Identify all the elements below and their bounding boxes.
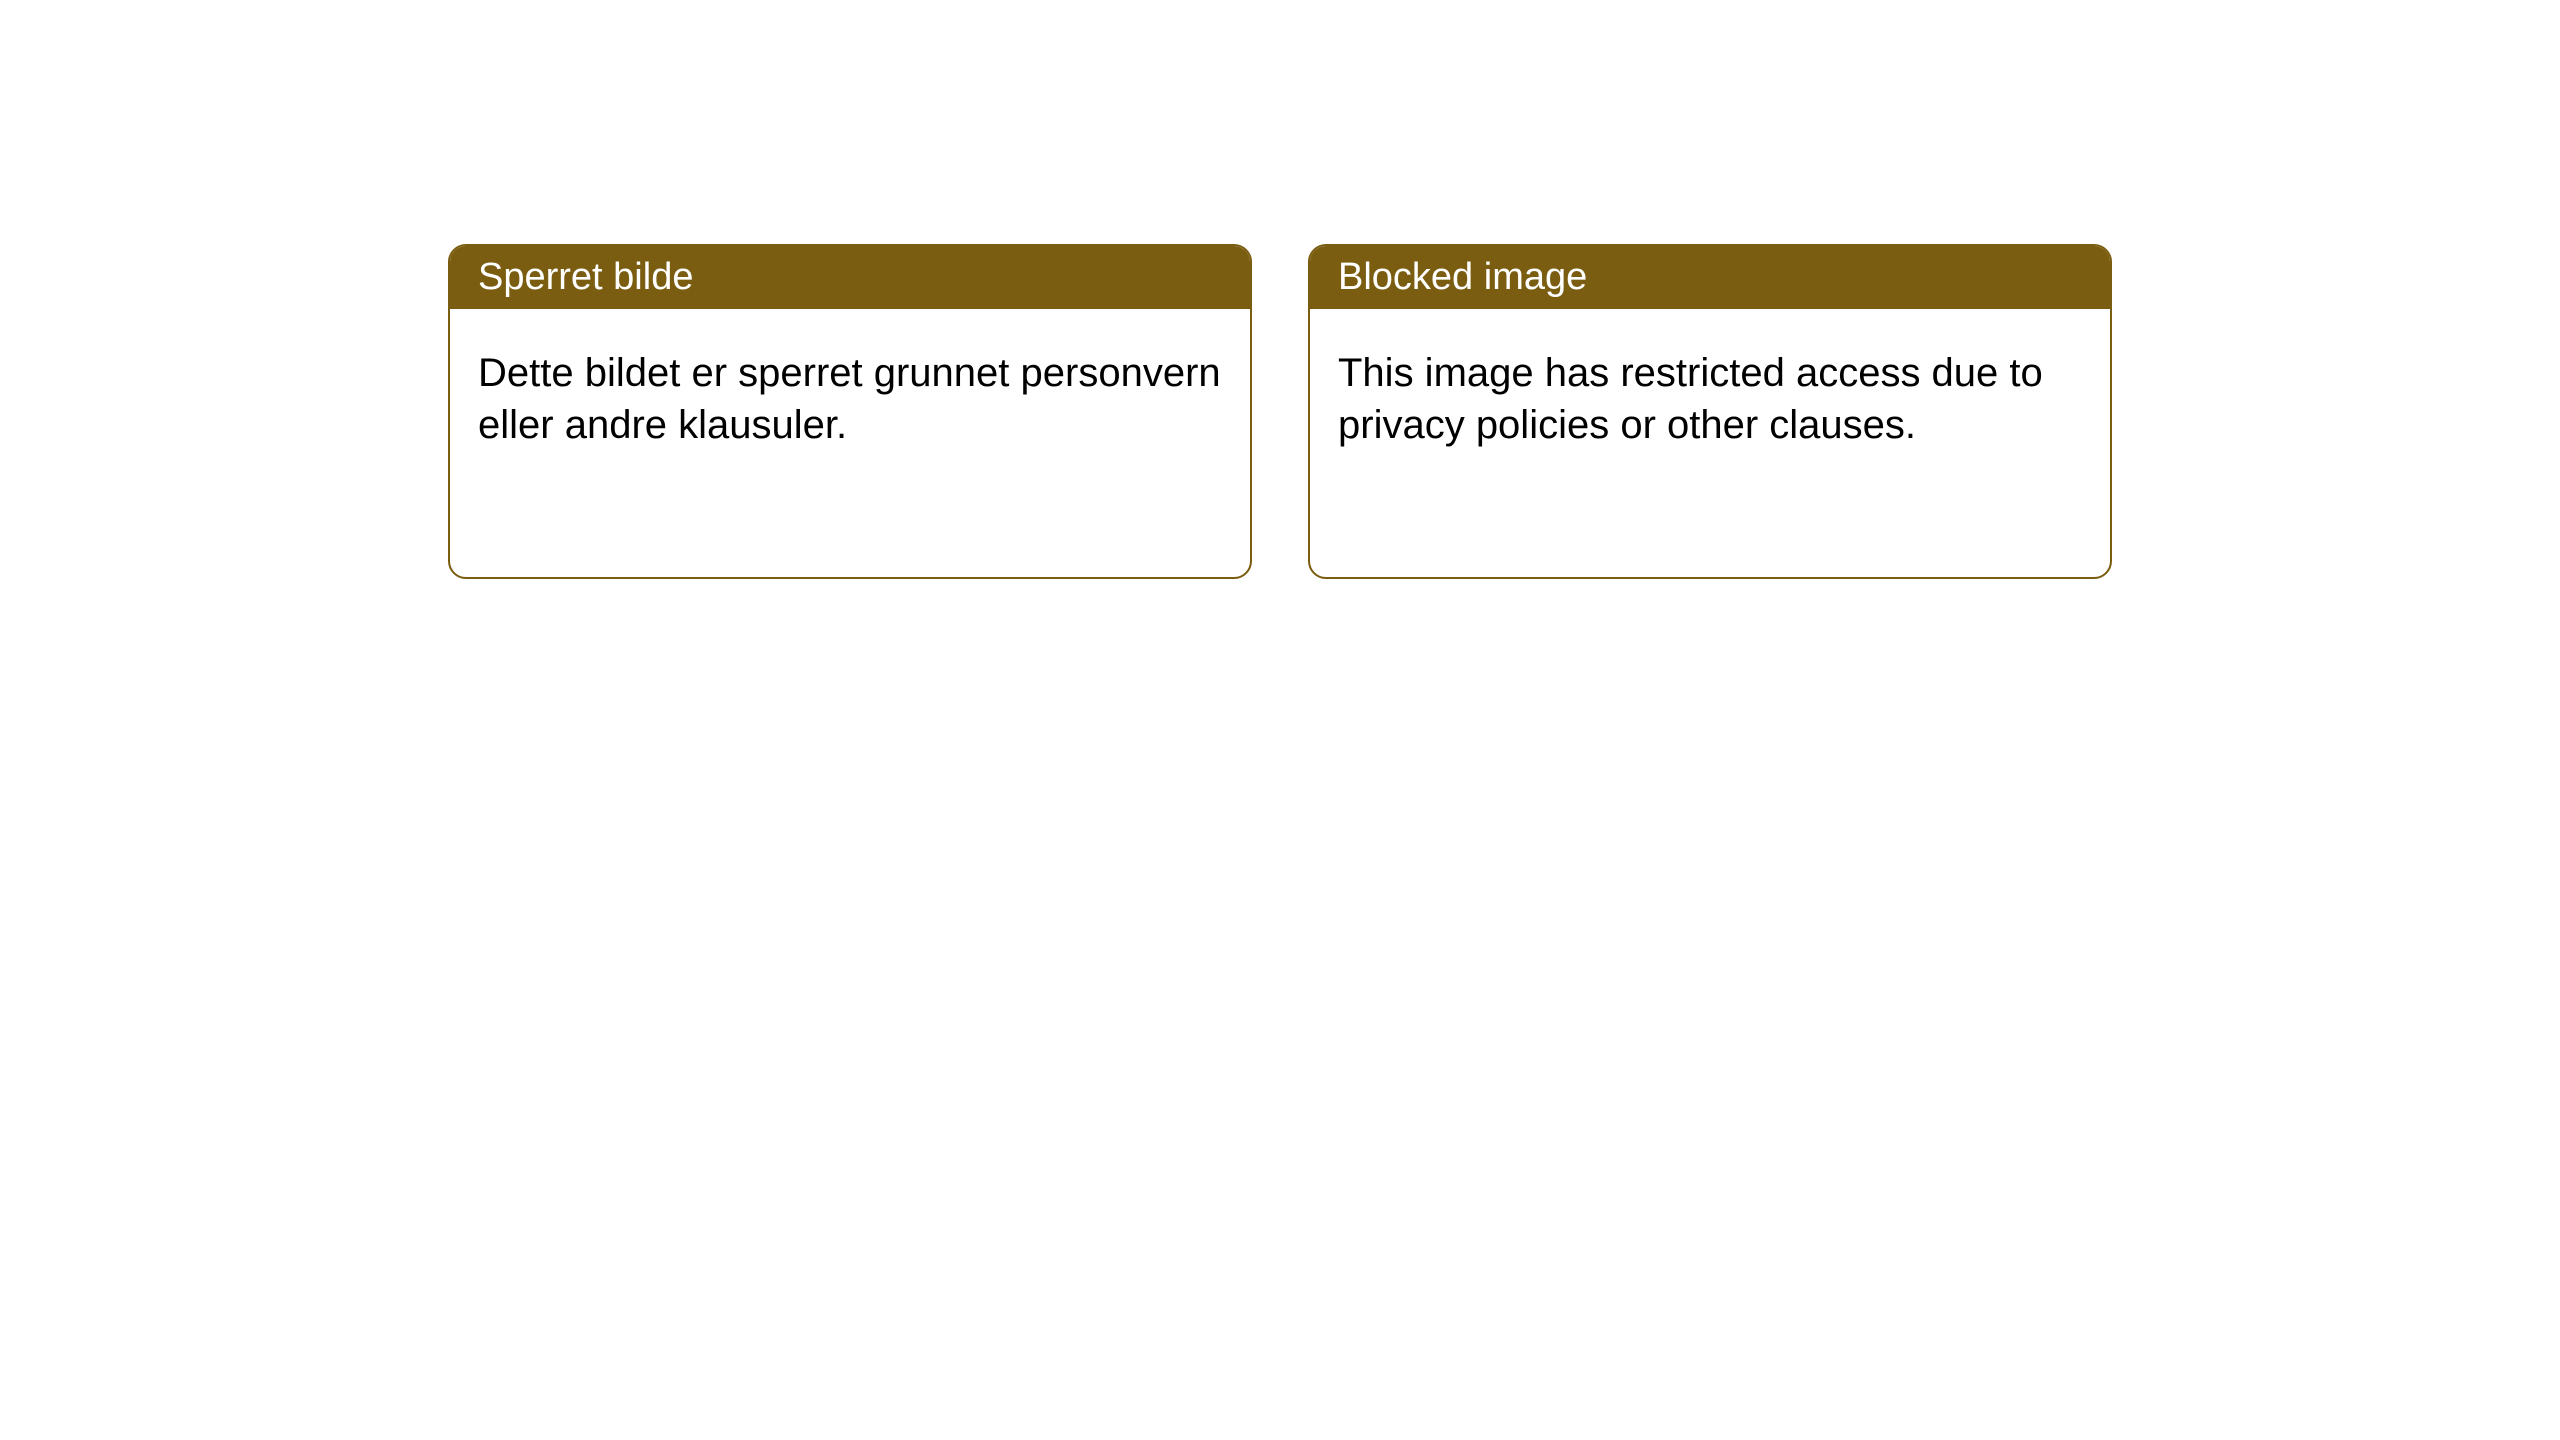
notice-container: Sperret bilde Dette bildet er sperret gr… [0,0,2560,579]
card-header-text: Blocked image [1338,256,1587,298]
notice-card-english: Blocked image This image has restricted … [1308,244,2112,579]
card-header-text: Sperret bilde [478,256,693,298]
notice-card-norwegian: Sperret bilde Dette bildet er sperret gr… [448,244,1252,579]
card-header: Sperret bilde [450,246,1250,309]
card-header: Blocked image [1310,246,2110,309]
card-body-text: This image has restricted access due to … [1338,351,2043,447]
card-body: This image has restricted access due to … [1310,309,2110,489]
card-body: Dette bildet er sperret grunnet personve… [450,309,1250,489]
card-body-text: Dette bildet er sperret grunnet personve… [478,351,1221,447]
